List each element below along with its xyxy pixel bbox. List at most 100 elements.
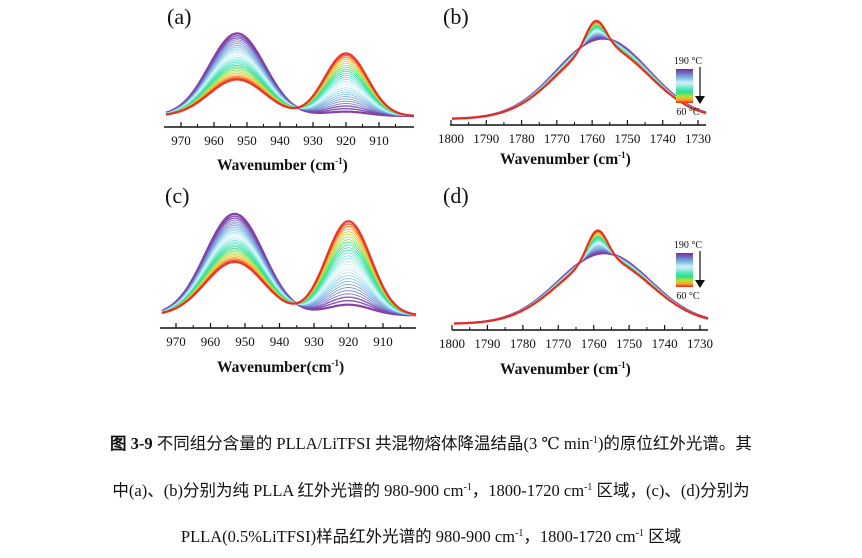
legend-label-bottom-b: 60 °C <box>676 107 699 118</box>
caption-line2-c: 区域，(c)、(d)分别为 <box>592 481 750 500</box>
x-tick-label-d: 1770 <box>545 336 571 351</box>
series-line-d-14 <box>454 240 709 324</box>
xlabel-a-sup: -1 <box>335 156 343 166</box>
series-line-b-8 <box>451 32 707 120</box>
legend-colorbar-b <box>676 69 693 103</box>
panel-label-d: (d) <box>443 183 469 208</box>
xlabel-b-main: Wavenumber (cm <box>500 151 619 168</box>
x-tick-label-b: 1770 <box>544 131 570 146</box>
x-tick-label-c: 950 <box>235 334 255 349</box>
x-tick-label-c: 910 <box>373 334 393 349</box>
caption-line1-sup: -1 <box>589 435 598 446</box>
series-line-d-23 <box>454 233 709 324</box>
x-tick-label-d: 1790 <box>474 336 500 351</box>
xlabel-a-end: ) <box>342 157 348 174</box>
legend-colorbar-d <box>676 253 693 287</box>
chart-panel-c: 970 960 950 940 930 920 910 <box>160 212 417 349</box>
x-tick-label-d: 1800 <box>439 336 465 351</box>
x-tick-label-d: 1740 <box>652 336 678 351</box>
series-line-d-2 <box>454 250 709 325</box>
series-line-d-26 <box>454 230 709 325</box>
series-line-c-29 <box>161 220 417 316</box>
series-line-d-22 <box>454 233 709 324</box>
x-tick-label-a: 930 <box>303 133 323 148</box>
figure-caption-line-2: 中(a)、(b)分别为纯 PLLA 红外光谱的 980-900 cm-1，180… <box>0 477 862 501</box>
series-line-b-11 <box>451 30 707 120</box>
xlabel-c-main: Wavenumber(cm <box>217 359 332 376</box>
caption-line2-sup1: -1 <box>463 482 472 493</box>
legend-label-top-d: 190 °C <box>674 240 702 251</box>
series-line-d-10 <box>454 243 709 324</box>
xlabel-d-end: ) <box>625 361 631 378</box>
series-line-b-12 <box>451 29 707 120</box>
series-line-b-6 <box>451 33 707 120</box>
caption-line2-b: ，1800-1720 cm <box>471 481 585 500</box>
series-line-b-25 <box>452 21 707 120</box>
x-tick-label-a: 920 <box>336 133 356 148</box>
chart-panel-a: 970 960 950 940 930 920 910 <box>164 32 415 148</box>
temperature-legend-d: 190 °C 60 °C <box>674 240 705 302</box>
series-group-d <box>454 229 709 325</box>
series-line-b-27 <box>452 19 707 120</box>
x-tick-label-b: 1780 <box>509 131 535 146</box>
xlabel-b-end: ) <box>625 151 631 168</box>
figure-caption-line-3: PLLA(0.5%LiTFSI)样品红外光谱的 980-900 cm-1，180… <box>0 523 862 547</box>
series-line-d-25 <box>454 231 709 325</box>
xlabel-b-sup: -1 <box>618 150 626 160</box>
series-line-b-26 <box>452 20 707 120</box>
chart-panel-d: 1800 1790 1780 1770 1760 1750 1740 1730 190 °C 60… <box>439 229 713 351</box>
series-line-b-18 <box>452 26 707 120</box>
series-line-d-17 <box>454 237 709 324</box>
series-line-b-22 <box>452 23 707 120</box>
x-tick-label-d: 1750 <box>616 336 642 351</box>
panel-label-c: (c) <box>165 183 190 208</box>
series-line-a-27 <box>165 52 415 117</box>
x-tick-label-d: 1730 <box>687 336 713 351</box>
xlabel-c: Wavenumber(cm-1) <box>217 358 344 377</box>
series-group-a <box>165 32 415 118</box>
xlabel-d: Wavenumber (cm-1) <box>500 360 631 379</box>
arrow-down-icon <box>695 96 705 104</box>
series-line-d-0 <box>454 252 709 325</box>
xlabel-a-main: Wavenumber (cm <box>217 157 336 174</box>
legend-label-top-b: 190 °C <box>674 56 702 67</box>
series-line-b-9 <box>451 31 707 120</box>
panel-label-b: (b) <box>443 4 469 29</box>
xlabel-d-sup: -1 <box>618 360 626 370</box>
x-tick-label-a: 940 <box>270 133 290 148</box>
x-tick-label-d: 1780 <box>510 336 536 351</box>
series-line-b-14 <box>451 28 707 120</box>
series-line-b-7 <box>451 33 707 120</box>
series-line-d-11 <box>454 242 709 324</box>
series-line-b-23 <box>452 22 707 120</box>
x-tick-label-b: 1790 <box>473 131 499 146</box>
chart-panel-b: 1800 1790 1780 1770 1760 1750 1740 1730 190 °C 60… <box>438 19 711 146</box>
series-line-d-21 <box>454 234 709 324</box>
series-line-b-24 <box>452 22 707 120</box>
x-tick-label-b: 1800 <box>438 131 464 146</box>
caption-line1-end: )的原位红外光谱。其 <box>597 434 752 453</box>
series-line-b-17 <box>451 26 707 120</box>
xlabel-c-sup: -1 <box>331 358 340 368</box>
series-line-d-16 <box>454 238 709 324</box>
caption-line3-sup1: -1 <box>515 528 524 539</box>
caption-line3-c: 区域 <box>643 527 682 546</box>
series-line-b-13 <box>451 29 707 120</box>
x-tick-label-c: 960 <box>201 334 221 349</box>
series-line-b-20 <box>452 24 707 120</box>
caption-line1-text: 不同组分含量的 PLLA/LiTFSI 共混物熔体降温结晶(3 ℃ min <box>152 434 590 453</box>
xlabel-d-main: Wavenumber (cm <box>500 361 619 378</box>
series-line-d-15 <box>454 239 709 324</box>
caption-line3-sup2: -1 <box>635 528 644 539</box>
x-tick-label-a: 970 <box>171 133 191 148</box>
series-line-b-16 <box>451 27 707 120</box>
xlabel-c-end: ) <box>339 359 345 376</box>
legend-label-bottom-d: 60 °C <box>676 291 699 302</box>
x-tick-label-c: 920 <box>339 334 359 349</box>
x-tick-label-c: 970 <box>166 334 186 349</box>
caption-line2-a: 中(a)、(b)分别为纯 PLLA 红外光谱的 980-900 cm <box>112 481 464 500</box>
series-line-b-21 <box>452 24 707 120</box>
series-line-d-19 <box>454 236 709 324</box>
x-tick-label-d: 1760 <box>581 336 607 351</box>
